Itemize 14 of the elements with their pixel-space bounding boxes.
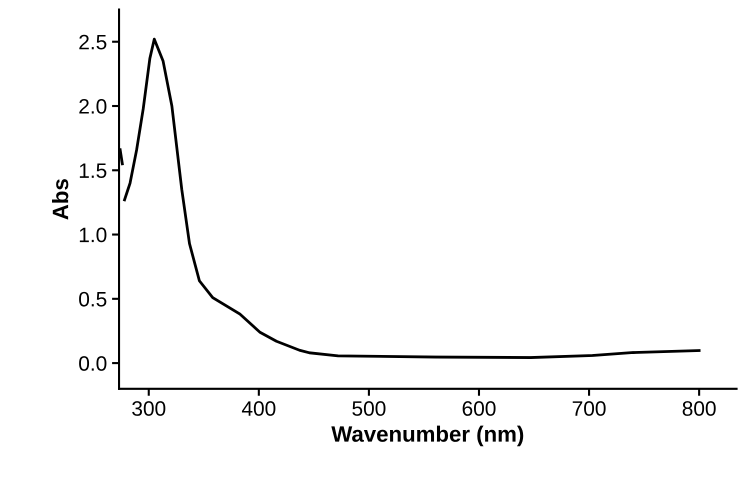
y-tick-label: 0.0 [79, 356, 106, 371]
y-tick-label: 0.5 [79, 292, 106, 307]
x-tick-label: 400 [242, 401, 276, 416]
y-tick-label: 1.5 [80, 163, 106, 178]
x-tick-label: 300 [132, 401, 166, 416]
y-axis-title: Abs [52, 179, 68, 220]
y-tick-label: 2.5 [79, 34, 106, 50]
y-tick-label: 1.0 [80, 228, 106, 242]
x-tick-label: 800 [682, 401, 716, 416]
x-tick-label: 500 [352, 401, 386, 416]
x-tick-label: 600 [462, 401, 496, 416]
y-tick-label: 2.0 [79, 99, 106, 114]
x-tick-label: 700 [572, 401, 606, 416]
x-axis-title: Wavenumber (nm) [331, 426, 524, 446]
